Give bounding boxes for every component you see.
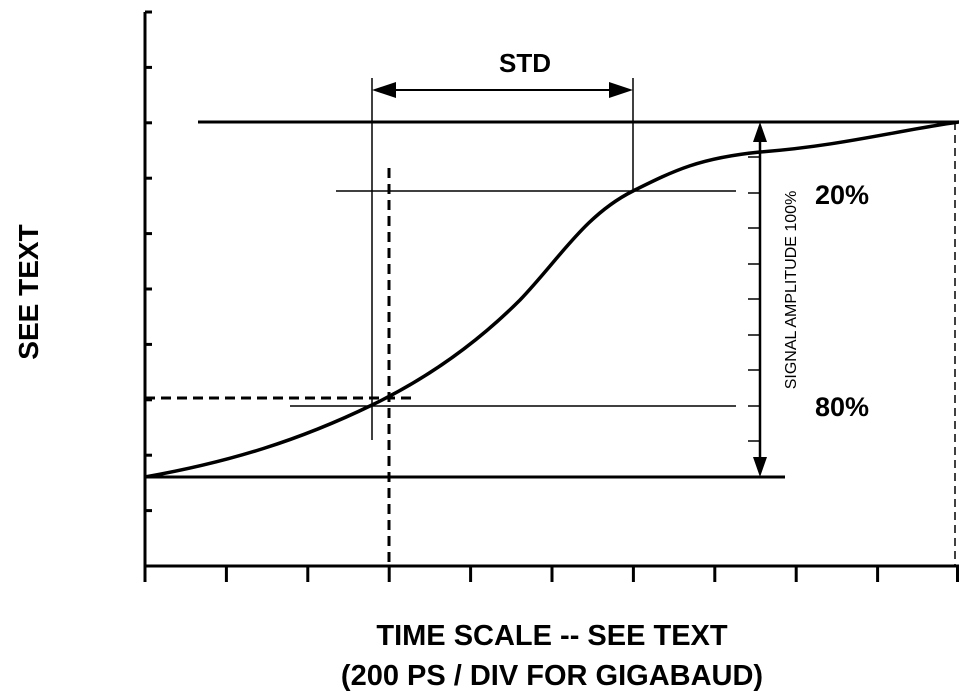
- y-axis-label: SEE TEXT: [13, 224, 44, 359]
- amplitude-label: SIGNAL AMPLITUDE 100%: [783, 191, 800, 390]
- signal-curve: [144, 120, 959, 479]
- std-arrow: [372, 82, 633, 98]
- x-axis-label: TIME SCALE -- SEE TEXT: [376, 620, 728, 652]
- level-high-label: 20%: [815, 180, 869, 210]
- std-label: STD: [499, 48, 551, 78]
- reference-lines: [145, 78, 959, 566]
- x-axis-sublabel: (200 PS / DIV FOR GIGABAUD): [341, 660, 763, 692]
- amplitude-arrow: [748, 122, 767, 477]
- axes: [143, 12, 959, 568]
- level-low-label: 80%: [815, 392, 869, 422]
- y-ticks: [145, 10, 152, 568]
- x-ticks: [143, 566, 959, 582]
